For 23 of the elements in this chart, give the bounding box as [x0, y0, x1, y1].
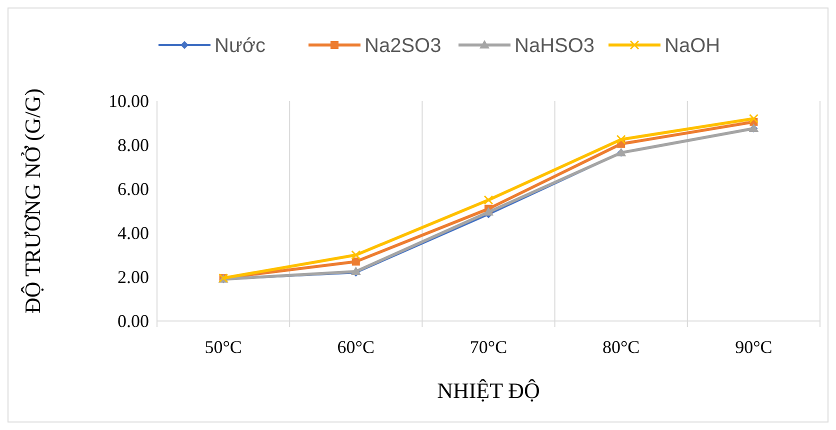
- point: [616, 134, 626, 144]
- x-tick-label: 70°C: [470, 337, 508, 357]
- y-tick-label: 2.00: [118, 267, 149, 287]
- y-tick-label: 4.00: [118, 223, 149, 243]
- legend-label: NaHSO3: [514, 35, 595, 57]
- x-tick-label: 60°C: [337, 337, 375, 357]
- legend-label: Na2SO3: [364, 35, 442, 57]
- x-tick-label: 80°C: [602, 337, 640, 357]
- x-axis-title: NHIỆT ĐỘ: [437, 378, 540, 403]
- legend-label: NaOH: [664, 35, 720, 57]
- y-tick-label: 10.00: [108, 91, 149, 111]
- x-tick-label: 90°C: [735, 337, 772, 357]
- point: [484, 207, 494, 216]
- point: [351, 250, 361, 260]
- point: [484, 195, 494, 205]
- x-tick-label: 50°C: [204, 337, 242, 357]
- y-axis-title: ĐỘ TRƯƠNG NỞ (G/G): [20, 88, 45, 314]
- y-tick-label: 0.00: [118, 311, 149, 331]
- legend-label: Nước: [214, 35, 266, 57]
- point: [352, 258, 360, 266]
- y-tick-label: 6.00: [118, 179, 149, 199]
- point: [748, 114, 758, 124]
- y-tick-label: 8.00: [118, 135, 149, 155]
